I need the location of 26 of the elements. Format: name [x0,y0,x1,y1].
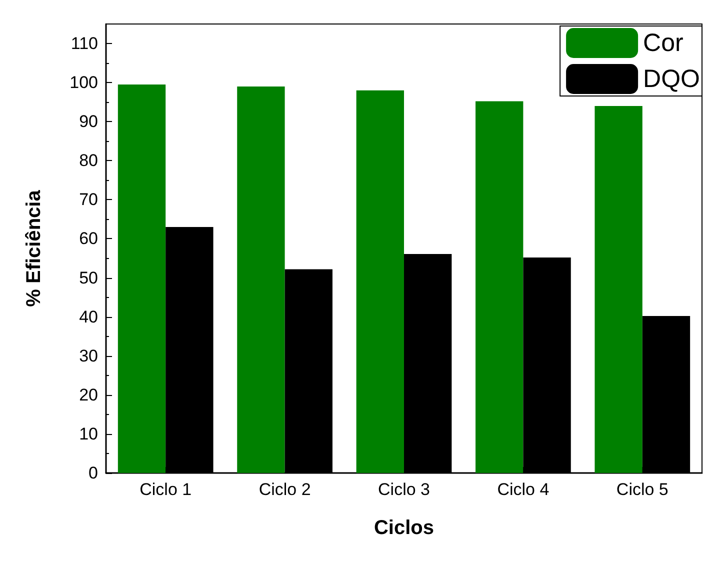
x-axis-title: Ciclos [374,517,434,539]
legend-label: Cor [643,29,684,57]
y-axis-title: % Eficiência [23,189,45,307]
bar [118,84,166,473]
x-tick-label: Ciclo 3 [378,480,430,499]
y-tick-label: 60 [79,229,98,248]
y-tick-label: 10 [79,424,98,444]
x-tick-label: Ciclo 1 [140,480,192,499]
y-tick-label: 50 [79,268,98,288]
y-tick-label: 110 [70,34,98,54]
y-tick-label: 30 [79,346,98,366]
y-tick-label: 100 [70,73,98,92]
x-tick-label: Ciclo 5 [616,480,668,499]
y-tick-label: 90 [79,112,98,132]
x-tick-label: Ciclo 4 [497,480,550,499]
y-tick-label: 40 [79,307,98,326]
bar [476,101,524,473]
bar [594,106,642,473]
y-tick-label: 0 [88,464,98,482]
y-tick-label: 20 [79,385,98,404]
bar [237,86,285,473]
y-tick-label: 70 [79,190,98,210]
bar [356,90,404,473]
x-tick-label: Ciclo 2 [258,480,311,499]
legend-label: DQO [643,65,700,93]
y-tick-label: 80 [79,151,98,170]
